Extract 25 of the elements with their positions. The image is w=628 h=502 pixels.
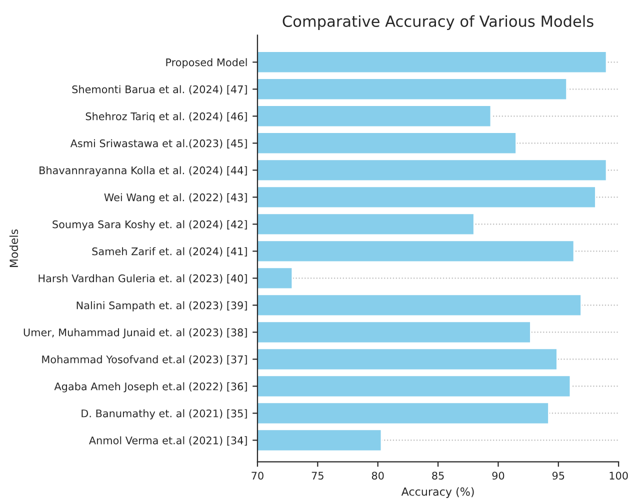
y-axis-title: Models (9, 229, 18, 267)
x-tick-label: 80 (372, 472, 384, 480)
y-tick-label: Bhavannrayanna Kolla et al. (2024) [44] (40, 166, 247, 176)
y-tick-label: Agaba Ameh Joseph et.al (2022) [36] (54, 382, 247, 392)
x-tick-label: 70 (252, 472, 264, 480)
y-tick-label: Shehroz Tariq et al. (2024) [46] (86, 112, 247, 122)
y-tick-label: Nalini Sampath et. al (2023) [39] (76, 301, 247, 312)
y-tick-label: D. Banumathy et. al (2021) [35] (82, 409, 247, 420)
y-tick-label: Sameh Zarif et. al (2024) [41] (92, 247, 247, 257)
y-tick-label: Harsh Vardhan Guleria et. al (2023) [40] (38, 274, 247, 284)
y-tick-label: Proposed Model (166, 58, 247, 68)
y-tick-label: Umer, Muhammad Junaid et. al (2023) [38] (24, 328, 247, 338)
y-tick-label: Wei Wang et al. (2022) [43] (104, 193, 247, 204)
y-tick-label: Soumya Sara Koshy et. al (2024) [42] (52, 220, 247, 230)
x-tick-label: 90 (492, 472, 504, 480)
x-tick-label: 75 (312, 472, 324, 480)
x-tick-label: 95 (552, 472, 564, 480)
x-tick-label: 100 (610, 472, 628, 480)
x-tick-label: 85 (432, 472, 444, 480)
chart-title: Comparative Accuracy of Various Models (282, 15, 594, 30)
y-tick-label: Shemonti Barua et al. (2024) [47] (72, 85, 247, 94)
y-tick-label: Mohammad Yosofvand et.al (2023) [37] (42, 355, 247, 365)
x-axis-title: Accuracy (%) (401, 487, 474, 498)
y-tick-label: Asmi Sriwastawa et al.(2023) [45] (70, 139, 247, 148)
y-tick-label: Anmol Verma et.al (2021) [34] (88, 436, 247, 446)
